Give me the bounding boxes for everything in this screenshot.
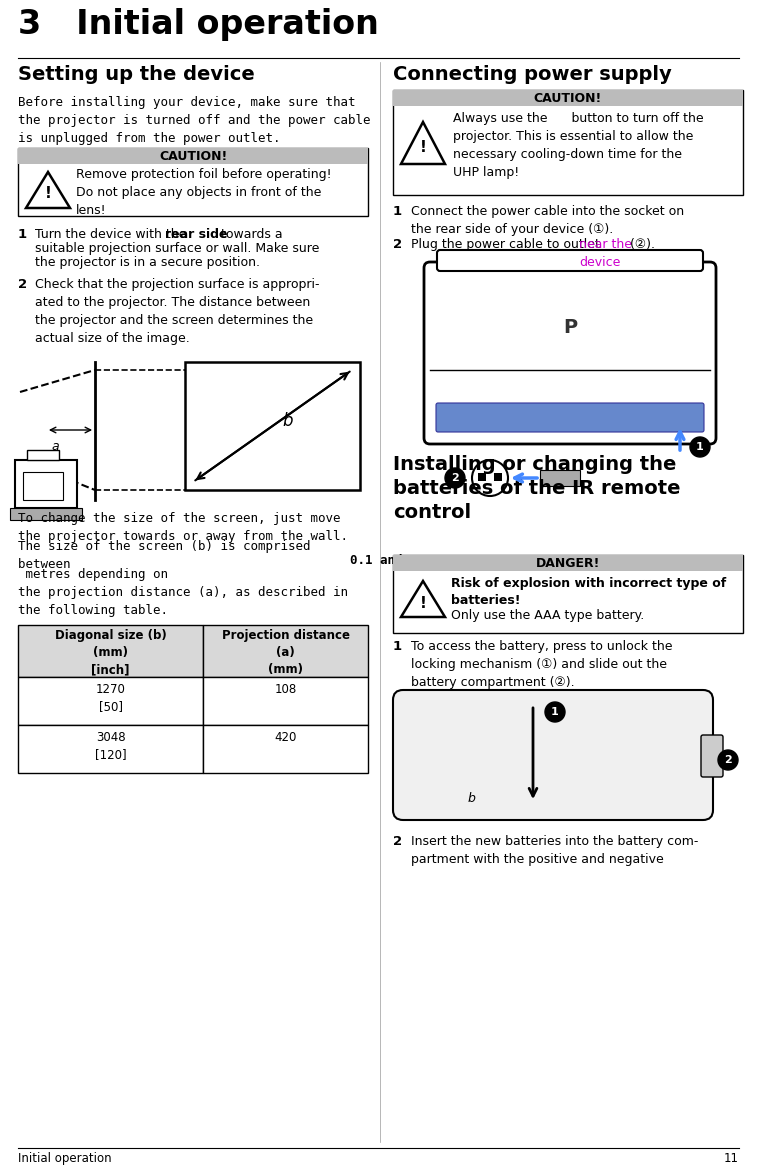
- Text: CAUTION!: CAUTION!: [159, 150, 227, 163]
- Text: CAUTION!: CAUTION!: [534, 92, 602, 105]
- Bar: [203, 677, 368, 725]
- Bar: [18, 625, 203, 677]
- Text: 1: 1: [393, 205, 402, 218]
- Text: Turn the device with the: Turn the device with the: [35, 228, 190, 241]
- Text: P: P: [563, 318, 577, 337]
- Text: Installing or changing the
batteries of the IR remote
control: Installing or changing the batteries of …: [393, 455, 681, 523]
- Bar: [18, 147, 368, 164]
- Text: Risk of explosion with incorrect type of
batteries!: Risk of explosion with incorrect type of…: [451, 577, 726, 607]
- Text: DANGER!: DANGER!: [536, 557, 600, 570]
- Text: (②).: (②).: [626, 238, 655, 252]
- Text: 1: 1: [696, 442, 704, 452]
- Text: Connecting power supply: Connecting power supply: [393, 66, 671, 84]
- Bar: [18, 725, 203, 773]
- Bar: [393, 90, 743, 195]
- Text: 2: 2: [18, 278, 27, 291]
- FancyBboxPatch shape: [701, 735, 723, 777]
- Text: 420: 420: [274, 731, 297, 744]
- Text: 2: 2: [393, 835, 402, 848]
- Bar: [393, 555, 743, 633]
- Text: Only use the AAA type battery.: Only use the AAA type battery.: [451, 610, 644, 622]
- Text: 11: 11: [724, 1152, 739, 1165]
- Text: b: b: [468, 792, 476, 805]
- Text: 2: 2: [451, 473, 459, 483]
- Text: 1: 1: [18, 228, 27, 241]
- Text: 108: 108: [274, 683, 297, 696]
- Text: near the
device: near the device: [579, 238, 632, 269]
- Text: !: !: [419, 139, 426, 154]
- Text: Check that the projection surface is appropri-
ated to the projector. The distan: Check that the projection surface is app…: [35, 278, 319, 345]
- Text: suitable projection surface or wall. Make sure: suitable projection surface or wall. Mak…: [35, 242, 319, 255]
- Bar: [15, 460, 77, 508]
- Text: !: !: [419, 596, 426, 611]
- Bar: [27, 450, 59, 460]
- Circle shape: [690, 438, 710, 457]
- Bar: [494, 473, 502, 481]
- Text: towards a: towards a: [217, 228, 282, 241]
- Text: 1270
[50]: 1270 [50]: [95, 683, 126, 713]
- Text: The size of the screen (b) is comprised
between: The size of the screen (b) is comprised …: [18, 541, 310, 571]
- Text: 1: 1: [393, 640, 402, 653]
- Text: Setting up the device: Setting up the device: [18, 66, 255, 84]
- Text: 3   Initial operation: 3 Initial operation: [18, 8, 378, 41]
- Text: Plug the power cable to outlet: Plug the power cable to outlet: [411, 238, 604, 252]
- Text: 2: 2: [724, 755, 732, 765]
- FancyBboxPatch shape: [437, 250, 703, 271]
- Bar: [23, 472, 63, 500]
- Text: 3048
[120]: 3048 [120]: [95, 731, 126, 760]
- Text: 2: 2: [393, 238, 402, 252]
- Text: Insert the new batteries into the battery com-
partment with the positive and ne: Insert the new batteries into the batter…: [411, 835, 699, 866]
- Bar: [203, 625, 368, 677]
- Text: Always use the      button to turn off the
projector. This is essential to allow: Always use the button to turn off the pr…: [453, 112, 703, 179]
- Text: 0.1 and 0.42: 0.1 and 0.42: [350, 555, 440, 567]
- Text: Projection distance
(a)
(mm): Projection distance (a) (mm): [222, 629, 350, 676]
- Text: b: b: [282, 412, 293, 431]
- FancyBboxPatch shape: [436, 402, 704, 432]
- Text: Before installing your device, make sure that
the projector is turned off and th: Before installing your device, make sure…: [18, 96, 370, 145]
- Circle shape: [718, 750, 738, 770]
- Circle shape: [445, 468, 465, 488]
- Bar: [478, 473, 486, 481]
- Text: Remove protection foil before operating!
Do not place any objects in front of th: Remove protection foil before operating!…: [76, 168, 332, 216]
- Text: To access the battery, press to unlock the
locking mechanism (①) and slide out t: To access the battery, press to unlock t…: [411, 640, 672, 689]
- Text: a: a: [51, 440, 59, 453]
- FancyBboxPatch shape: [424, 262, 716, 443]
- Text: 1: 1: [551, 707, 559, 717]
- Text: Connect the power cable into the socket on
the rear side of your device (①).: Connect the power cable into the socket …: [411, 205, 684, 236]
- Bar: [18, 677, 203, 725]
- Circle shape: [472, 460, 508, 496]
- Bar: [185, 362, 360, 490]
- Text: rear side: rear side: [165, 228, 228, 241]
- Text: metres depending on
the projection distance (a), as described in
the following t: metres depending on the projection dista…: [18, 567, 348, 617]
- Bar: [10, 508, 82, 519]
- Bar: [203, 725, 368, 773]
- Circle shape: [545, 702, 565, 722]
- Bar: [18, 147, 368, 216]
- Bar: [540, 470, 580, 486]
- Text: the projector is in a secure position.: the projector is in a secure position.: [35, 256, 260, 269]
- Text: To change the size of the screen, just move
the projector towards or away from t: To change the size of the screen, just m…: [18, 512, 348, 543]
- Bar: [393, 90, 743, 106]
- Bar: [393, 555, 743, 571]
- Text: Initial operation: Initial operation: [18, 1152, 111, 1165]
- Text: !: !: [45, 186, 51, 201]
- Text: Diagonal size (b)
(mm)
[inch]: Diagonal size (b) (mm) [inch]: [55, 629, 167, 676]
- FancyBboxPatch shape: [393, 690, 713, 820]
